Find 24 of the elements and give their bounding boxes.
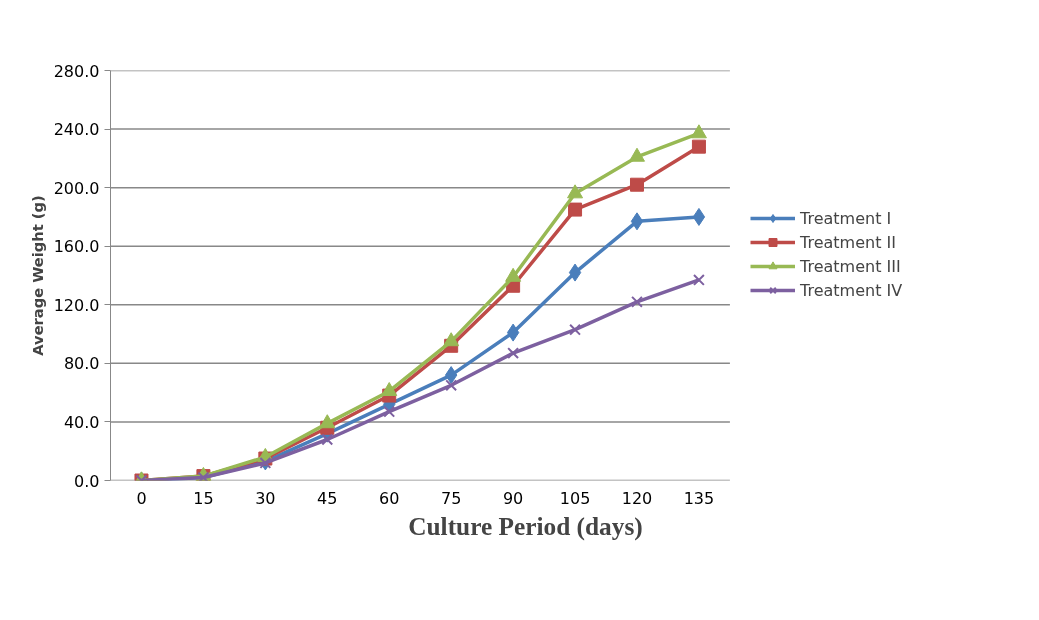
legend-label: Treatment III: [800, 256, 901, 276]
y-tick-label: 40.0: [63, 412, 100, 432]
y-tick-label: 120.0: [53, 295, 100, 315]
y-tick-label: 160.0: [53, 237, 100, 257]
x-tick-label: 15: [193, 488, 214, 508]
x-tick-label: 135: [683, 488, 715, 508]
x-tick-label: 30: [255, 488, 276, 508]
x-tick-label: 75: [440, 488, 462, 508]
x-axis-title: Culture Period (days): [408, 511, 643, 541]
y-axis-title: Average Weight (g): [28, 195, 46, 356]
y-tick-label: 240.0: [53, 120, 100, 140]
x-tick-label: 45: [317, 488, 338, 508]
legend-label: Treatment II: [800, 232, 896, 252]
x-tick-label: 105: [559, 488, 591, 508]
y-tick-label: 280.0: [53, 61, 100, 81]
y-tick-label: 200.0: [53, 178, 100, 198]
y-tick-label: 80.0: [63, 354, 100, 374]
y-tick-label: 0.0: [74, 471, 100, 491]
x-tick-label: 60: [379, 488, 400, 508]
x-tick-label: 0: [136, 488, 147, 508]
x-tick-label: 90: [502, 488, 524, 508]
legend-label: Treatment I: [800, 208, 892, 228]
x-tick-label: 120: [621, 488, 653, 508]
legend-label: Treatment IV: [800, 280, 903, 300]
